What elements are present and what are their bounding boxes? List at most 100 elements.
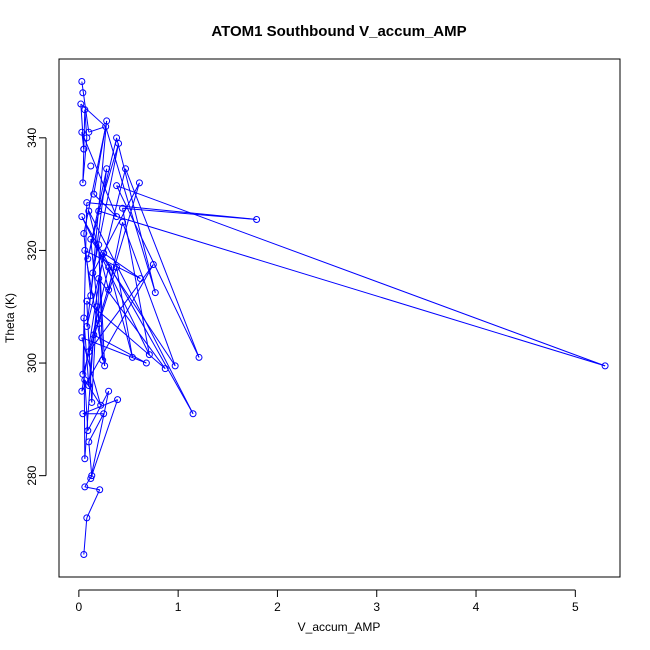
data-point [195,353,203,361]
data-point [119,218,127,226]
data-point [93,303,101,311]
data-point [78,334,86,342]
data-point [87,474,95,482]
series-line-segment [116,137,156,293]
data-point [83,514,91,522]
data-point [95,241,103,249]
data-point [78,387,86,395]
data-point [83,134,91,142]
series-line-segment [83,517,88,555]
data-point [253,215,261,223]
y-axis: 280 300 320 340 [25,127,47,486]
data-point [78,78,86,86]
series-line-segment [81,132,118,217]
data-point [84,255,92,263]
series-line-segment [83,126,107,234]
data-point [90,331,98,339]
series-line-segment [90,391,110,479]
series-line-segment [84,109,88,138]
series-line-segment [83,317,90,386]
series-line-segment [116,185,606,367]
series-line-segment [88,441,93,476]
data-point [83,297,91,305]
data-point [80,314,88,322]
data-point [142,359,150,367]
x-axis-label: V_accum_AMP [298,620,381,634]
series-line-segment [84,334,95,459]
data-point [80,230,88,238]
data-point [601,362,609,370]
data-point [161,365,169,373]
series-line-segment [84,475,93,488]
data-point [87,291,95,299]
data-point [189,410,197,418]
series-line-segment [98,278,166,369]
series-line-segment [122,207,257,220]
series-line-segment [98,244,106,366]
data-point [90,190,98,198]
data-point [89,269,97,277]
x-tick-label: 1 [175,600,182,614]
series-line-segment [81,337,102,406]
data-point [105,263,113,271]
series-line-segment [108,267,133,358]
series-line-segment [83,317,86,459]
series-line-segment [82,149,85,183]
data-point [171,362,179,370]
plot-frame [58,58,621,578]
data-point [97,401,105,409]
series-line-segment [98,210,606,367]
data-point [136,275,144,283]
series-line-segment [86,300,166,370]
data-point [84,427,92,435]
series-line-segment [92,143,120,274]
data-point [85,382,93,390]
data-point [83,322,91,330]
data-point [113,263,121,271]
data-point [119,204,127,212]
series-line-segment [86,301,93,403]
series-line-segment [122,222,176,367]
series-line-segment [84,249,141,280]
data-point [113,213,121,221]
data-point [81,376,89,384]
data-point [87,235,95,243]
data-point [95,320,103,328]
data-point [128,353,136,361]
data-point [95,275,103,283]
chart-title: ATOM1 Southbound V_accum_AMP [211,23,466,40]
data-point [102,123,110,131]
data-point [100,410,108,418]
y-tick-label: 300 [25,353,39,373]
data-point [145,351,153,359]
data-point [103,165,111,173]
series-line-segment [122,208,150,355]
series-line-segment [84,379,89,431]
data-point [77,100,85,108]
data-point [79,410,87,418]
y-axis-label: Theta (K) [3,293,17,343]
x-tick-label: 4 [473,600,480,614]
series-line-segment [93,334,147,364]
series-points [77,78,609,558]
data-point [151,289,159,297]
data-point [95,207,103,215]
data-point [80,145,88,153]
y-tick-label: 320 [25,240,39,260]
y-tick-label: 280 [25,465,39,485]
series-line-segment [88,413,105,443]
series-line-segment [87,390,110,431]
series-line-segment [88,210,194,414]
series-line-segment [80,103,107,127]
series-line-segment [86,489,101,519]
data-point [81,483,89,491]
x-axis: 0 1 2 3 4 5 [76,589,579,614]
data-point [100,249,108,257]
series-line-segment [116,267,133,358]
x-tick-label: 3 [373,600,380,614]
data-point [81,455,89,463]
series-line-segment [125,168,200,358]
data-point [113,182,121,190]
data-point [87,162,95,170]
x-tick-label: 0 [76,600,83,614]
